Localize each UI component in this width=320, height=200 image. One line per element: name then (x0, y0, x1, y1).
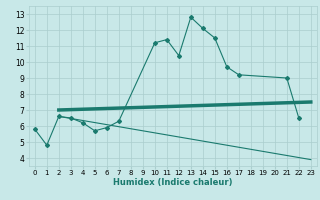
X-axis label: Humidex (Indice chaleur): Humidex (Indice chaleur) (113, 178, 233, 187)
